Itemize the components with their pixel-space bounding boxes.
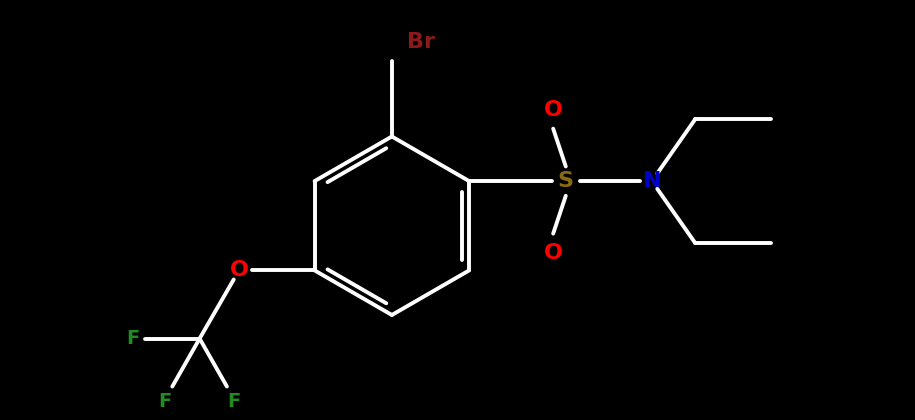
Text: F: F [158,392,172,411]
Text: O: O [544,242,563,262]
Text: O: O [544,100,563,120]
Text: N: N [642,171,662,191]
Text: O: O [230,260,249,281]
Text: F: F [125,329,139,348]
Text: Br: Br [407,32,436,52]
Text: F: F [228,392,241,411]
Text: S: S [558,171,574,191]
